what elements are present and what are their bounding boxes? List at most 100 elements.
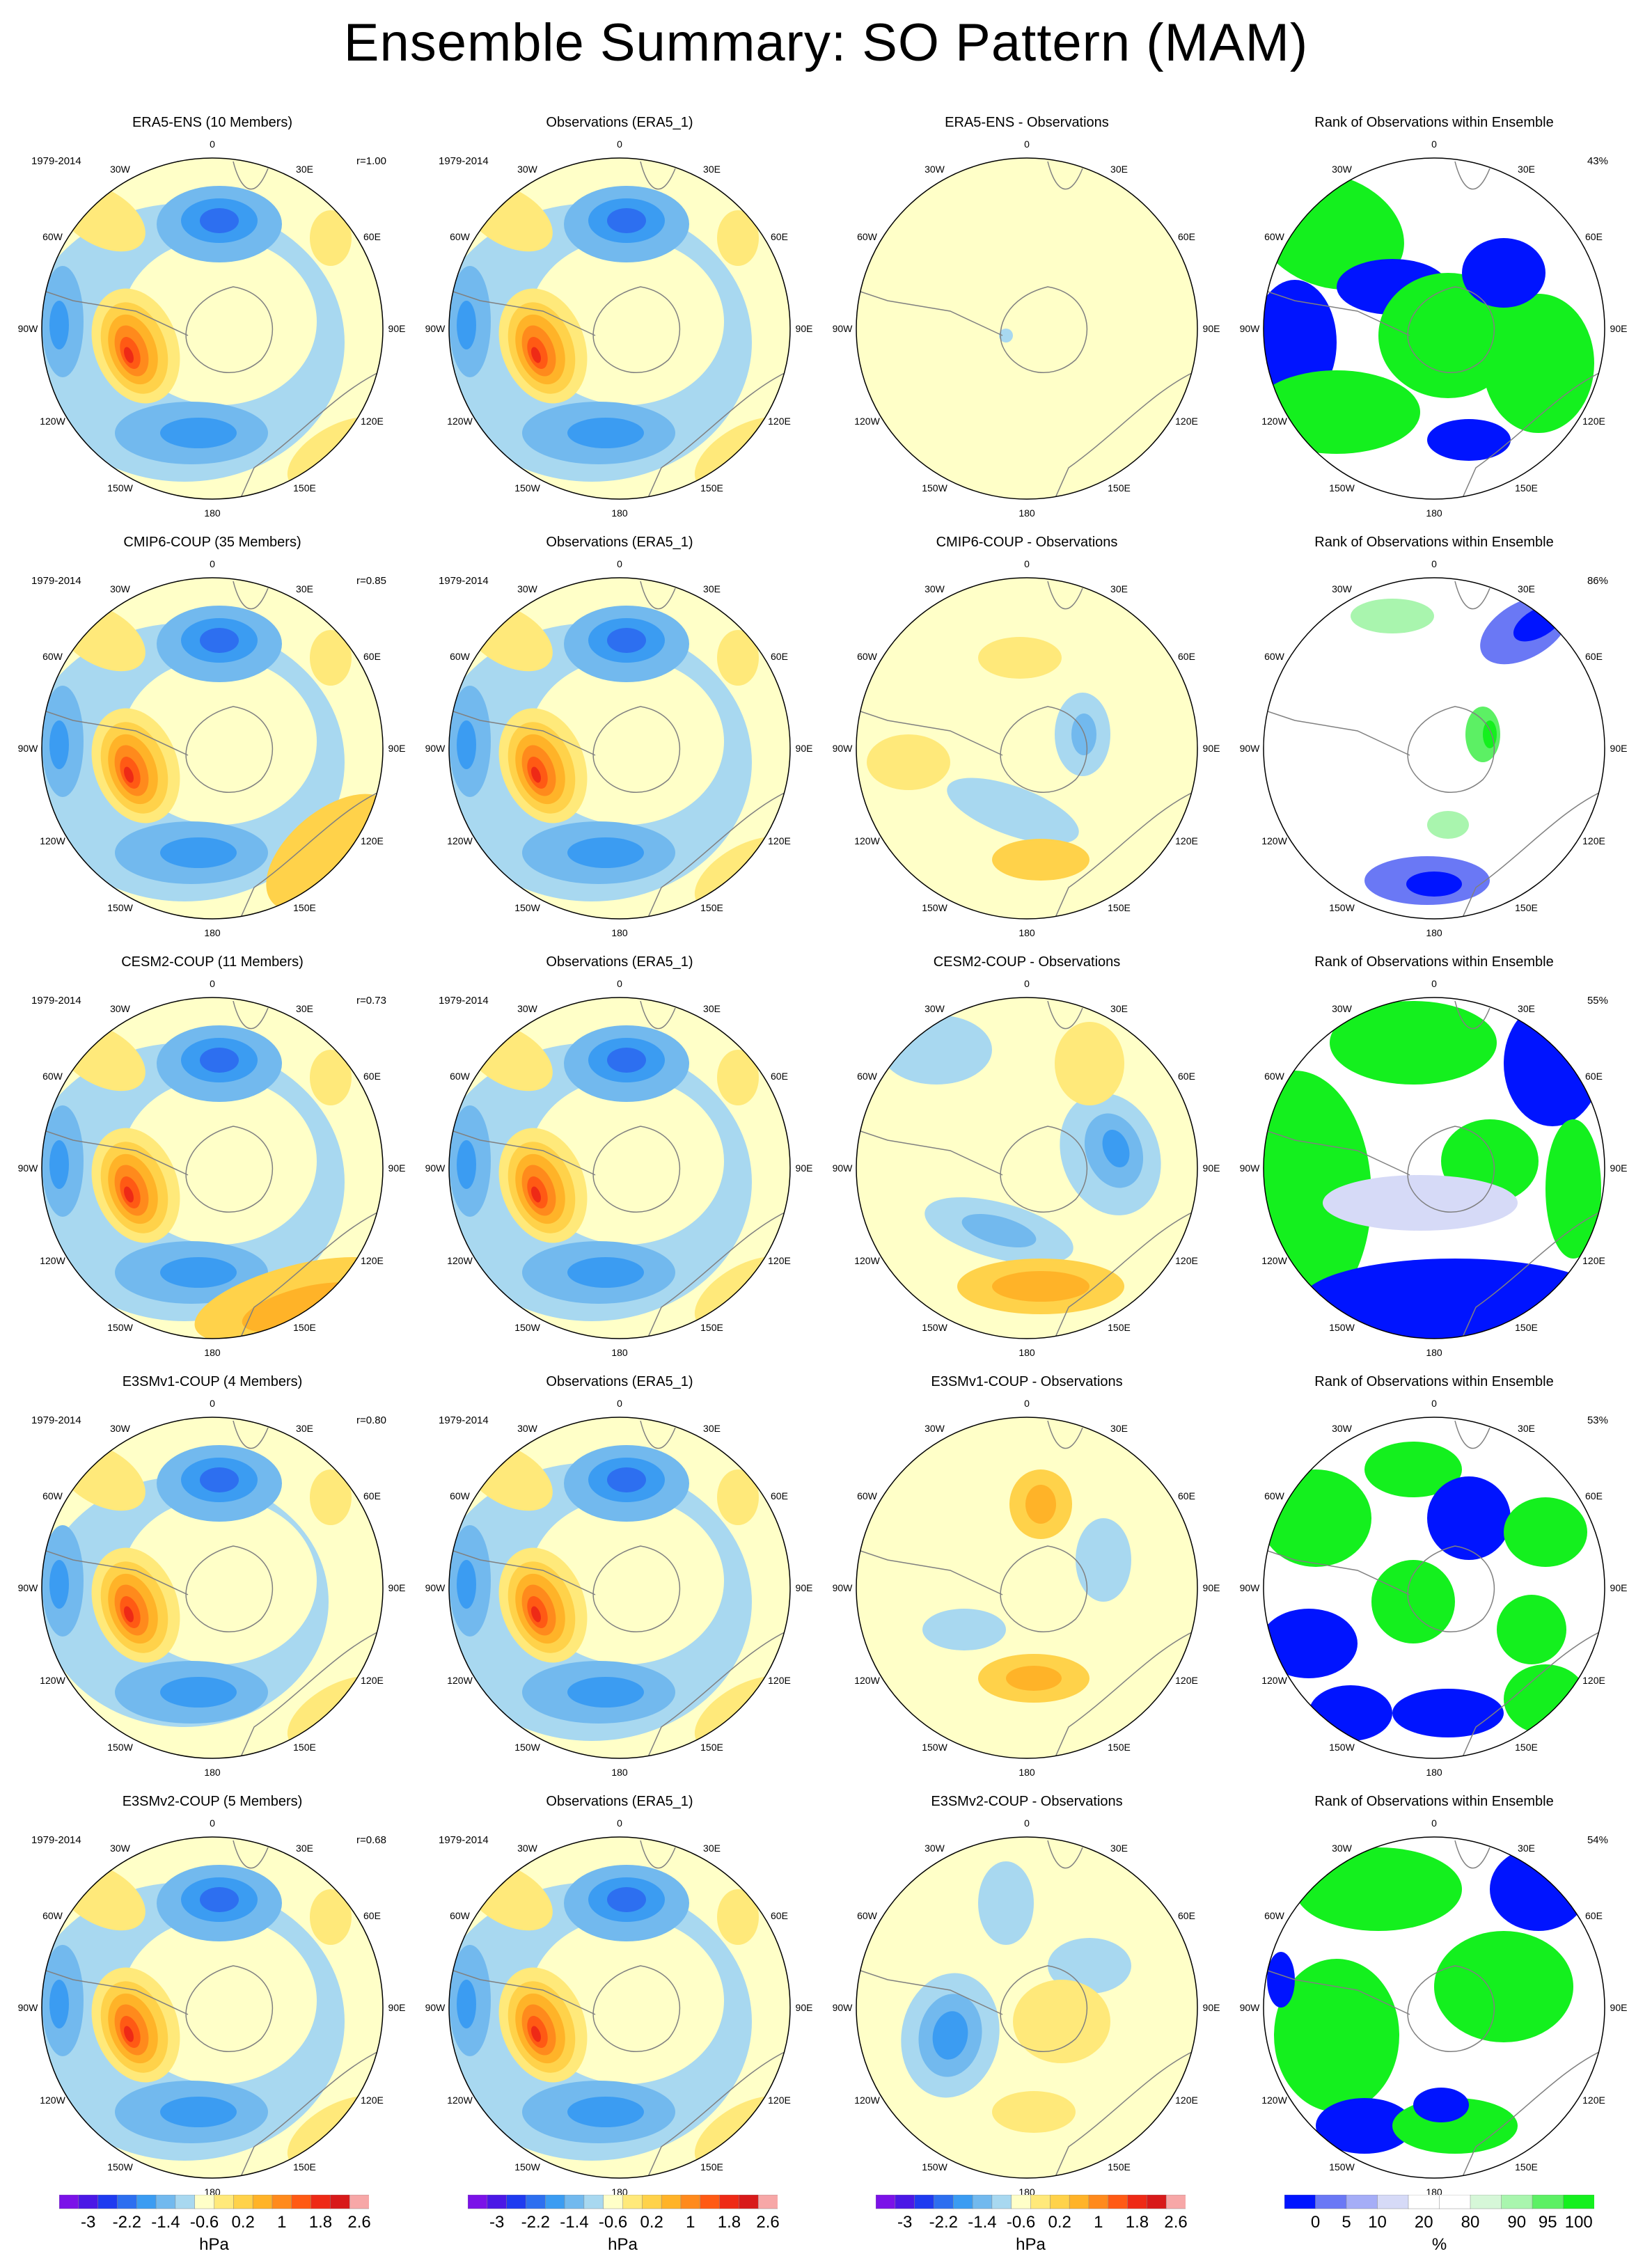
longitude-label: 120E: [1175, 1254, 1198, 1266]
colorbar-unit: hPa: [608, 2235, 638, 2254]
colorbar-swatch: [642, 2195, 662, 2209]
field-contour: [1323, 1175, 1518, 1231]
field-contour: [310, 630, 352, 686]
period-label: 1979-2014: [31, 1834, 81, 1846]
rank-percent-label: 43%: [1587, 155, 1608, 167]
longitude-label: 150W: [514, 1742, 540, 1753]
field-contour: [160, 2097, 237, 2127]
colorbar-swatch: [155, 2195, 176, 2209]
field-contour: [1427, 811, 1469, 839]
longitude-label: 30W: [925, 1842, 945, 1854]
polar-map: [448, 1417, 791, 1759]
longitude-label: 30E: [1110, 1002, 1128, 1014]
longitude-label: 30E: [1110, 1842, 1128, 1854]
field-contour: [160, 418, 237, 448]
field-contour: [49, 301, 69, 349]
field-contour: [160, 1257, 237, 1288]
longitude-label: 60W: [1264, 1490, 1284, 1501]
field-contour: [1264, 1071, 1371, 1321]
longitude-label: 120E: [361, 1254, 384, 1266]
longitude-label: 60E: [363, 650, 381, 662]
colorbar-swatch: [661, 2195, 682, 2209]
panel-title: E3SMv1-COUP - Observations: [931, 1374, 1123, 1389]
colorbar-swatch: [876, 2195, 896, 2209]
panel-title: ERA5-ENS - Observations: [945, 115, 1109, 130]
australia-coastline: [1461, 2049, 1605, 2178]
longitude-label: 150E: [1515, 482, 1538, 494]
colorbar-hpa-diff: -3 -2.2 -1.4 -0.6 0.2 1 1.8 2.6 hPa: [876, 2195, 1188, 2263]
africa-coastline: [233, 1420, 269, 1449]
colorbar-tick-label: -0.6: [189, 2213, 219, 2232]
field-contour: [1013, 1980, 1110, 2063]
polar-map: [856, 1836, 1198, 2179]
map-panel: ERA5-ENS - Observations 0 30E 60E 90E 120E 150…: [832, 115, 1222, 533]
field-contour: [457, 301, 476, 349]
colorbar-swatch: [78, 2195, 99, 2209]
australia-coastline: [647, 789, 790, 919]
colorbar-swatch: [1165, 2195, 1186, 2209]
colorbar-tick-label: 2.6: [1164, 2213, 1188, 2232]
longitude-label: 150W: [1329, 1742, 1355, 1753]
australia-coastline: [239, 1209, 383, 1339]
field-contour: [1351, 599, 1434, 633]
australia-coastline: [1461, 789, 1605, 919]
longitude-label: 120W: [40, 835, 65, 846]
longitude-label: 120E: [768, 835, 791, 846]
longitude-label: 120E: [768, 2094, 791, 2106]
map-field: [42, 1417, 383, 1758]
longitude-label: 150W: [1329, 1322, 1355, 1334]
south-america-coastline: [1264, 1549, 1410, 1595]
longitude-label: 60E: [1178, 1070, 1195, 1082]
africa-coastline: [233, 161, 269, 190]
longitude-label: 180: [611, 927, 628, 938]
longitude-label: 60W: [42, 1070, 63, 1082]
africa-coastline: [1454, 1420, 1490, 1449]
panel-title: CMIP6-COUP - Observations: [936, 535, 1118, 550]
polar-map: [856, 1417, 1198, 1759]
longitude-label: 180: [1426, 1767, 1442, 1778]
longitude-label: 30W: [1332, 1002, 1352, 1014]
longitude-label: 60W: [450, 230, 470, 242]
colorbar-unit: hPa: [1016, 2235, 1046, 2254]
longitude-label: 90E: [1610, 2002, 1628, 2013]
map-field: [1264, 998, 1605, 1339]
field-contour: [717, 1469, 759, 1525]
correlation-label: r=0.73: [356, 995, 386, 1007]
longitude-label: 150E: [293, 2161, 316, 2173]
australia-coastline: [239, 789, 383, 919]
longitude-label: 30E: [296, 583, 313, 594]
longitude-label: 90E: [795, 2002, 813, 2013]
map-border: [41, 997, 384, 1339]
colorbar-swatch: [1408, 2195, 1440, 2209]
colorbar-rank: 0 5 10 20 80 90 95 100%: [1284, 2195, 1594, 2263]
map-field: [449, 158, 790, 499]
field-contour: [531, 2026, 541, 2042]
field-contour: [1490, 1847, 1587, 1931]
longitude-label: 180: [1018, 1767, 1035, 1778]
map-field: [856, 1837, 1197, 2178]
longitude-label: 30W: [517, 583, 537, 594]
field-contour: [531, 1606, 541, 1623]
field-contour: [1102, 1129, 1130, 1168]
longitude-label: 30E: [1518, 583, 1535, 594]
africa-coastline: [640, 1420, 676, 1449]
period-label: 1979-2014: [439, 155, 489, 167]
longitude-label: 90E: [388, 1582, 406, 1593]
map-field: [42, 1837, 383, 2178]
africa-coastline: [1454, 161, 1490, 190]
colorbar-unit: %: [1431, 2235, 1447, 2254]
longitude-label: 0: [1431, 978, 1437, 989]
colorbar-swatch: [1030, 2195, 1051, 2209]
longitude-label: 150W: [922, 1742, 947, 1753]
panel-title: E3SMv2-COUP - Observations: [931, 1794, 1123, 1809]
longitude-label: 60E: [1585, 1490, 1603, 1501]
longitude-label: 90W: [425, 1582, 446, 1593]
colorbar-swatch: [330, 2195, 350, 2209]
field-contour: [1264, 1609, 1358, 1678]
longitude-label: 150W: [514, 1322, 540, 1334]
polar-map: [856, 157, 1198, 500]
longitude-label: 120W: [854, 415, 880, 427]
longitude-label: 150W: [922, 2161, 947, 2173]
colorbar-swatch: [972, 2195, 993, 2209]
africa-coastline: [640, 161, 676, 190]
